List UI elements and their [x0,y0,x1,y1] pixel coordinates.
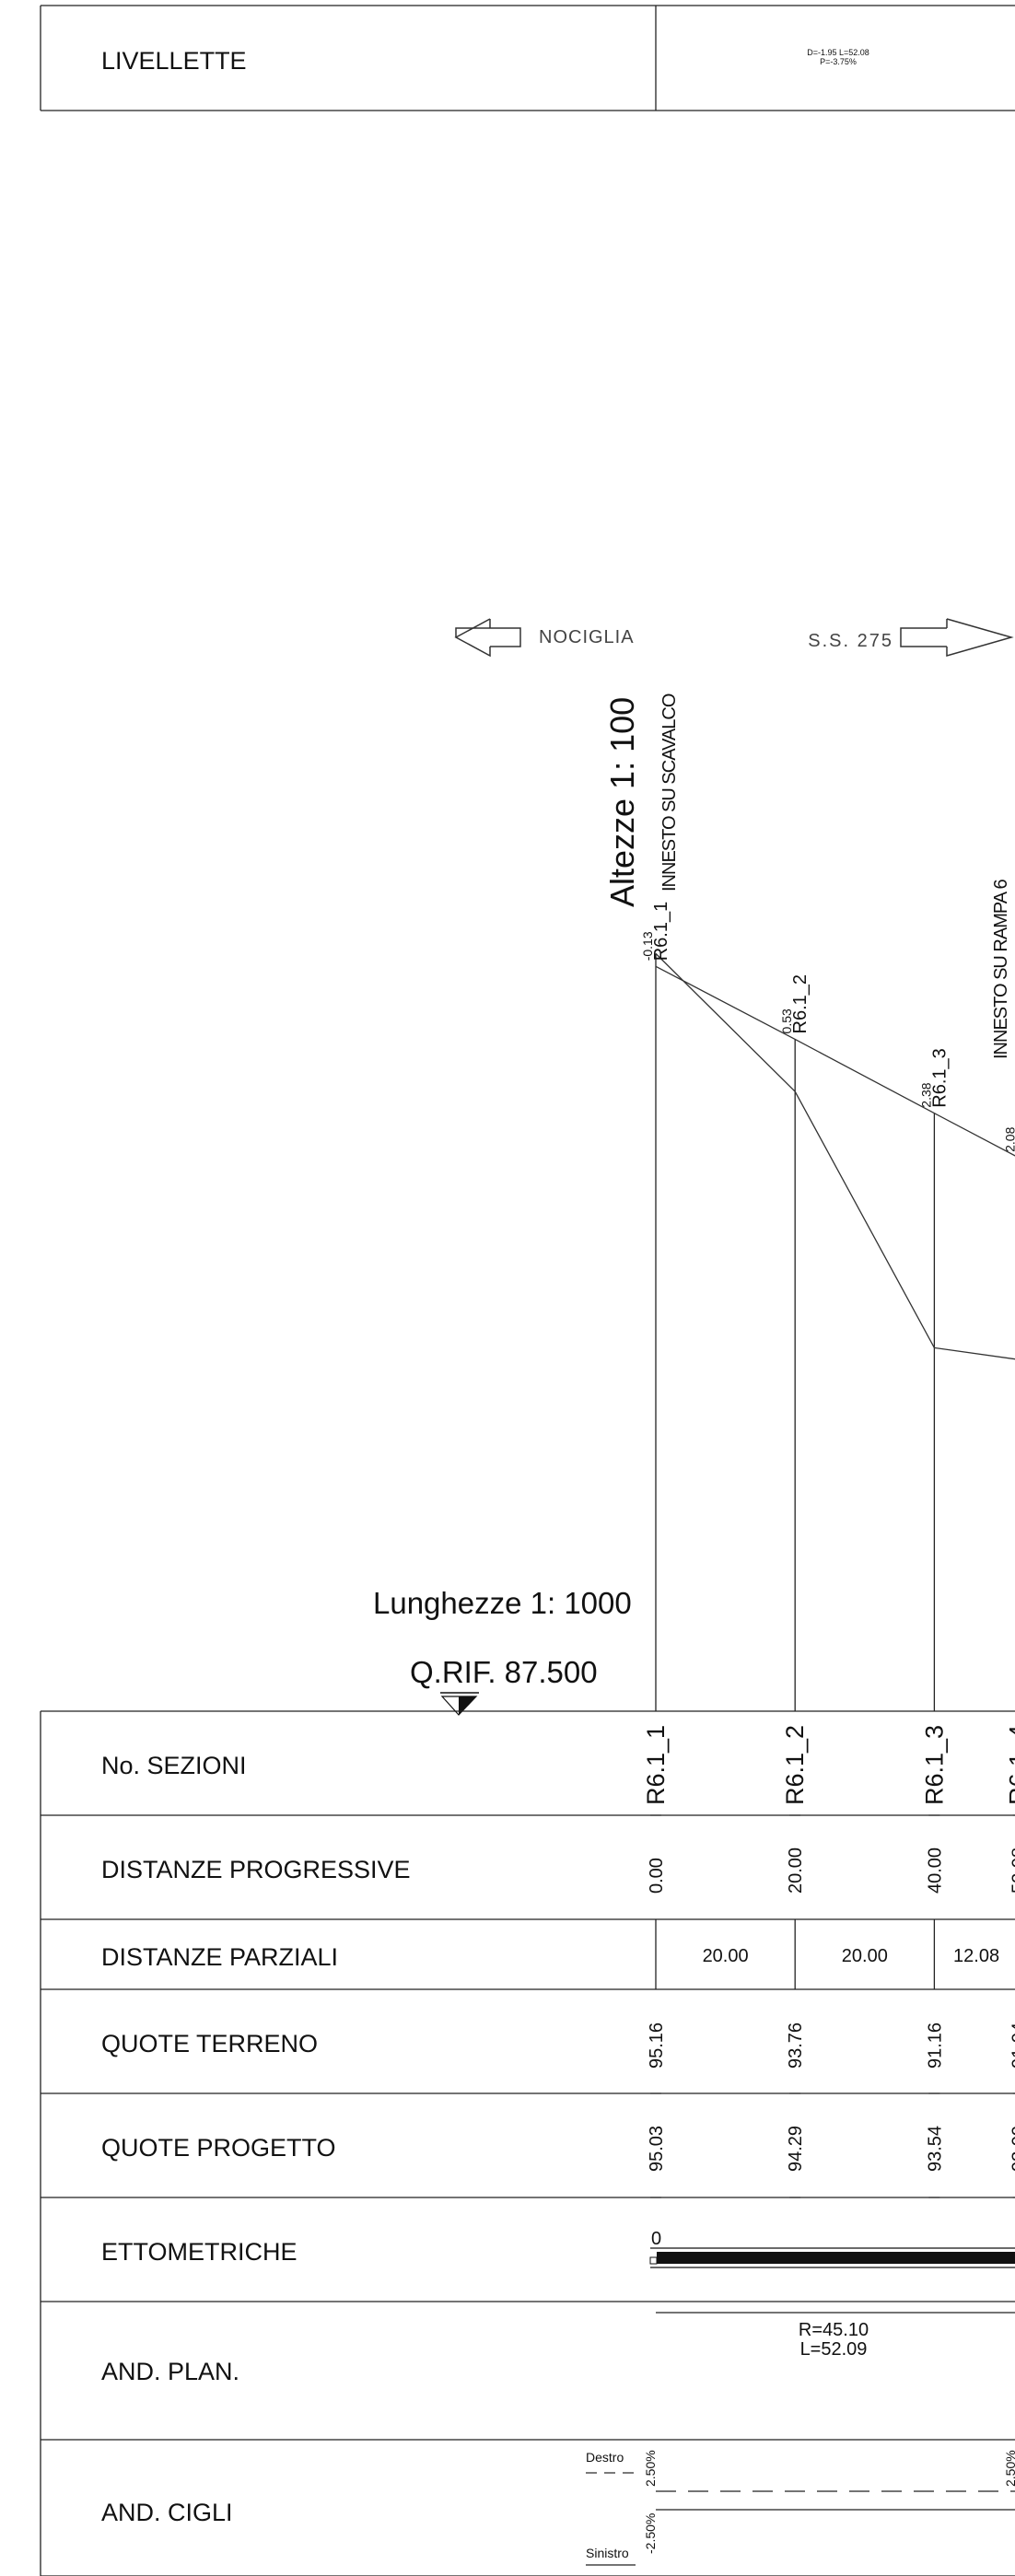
parziale-2: 20.00 [842,1946,888,1966]
row-label-ettometriche: ETTOMETRICHE [101,2238,298,2266]
arrow-left-icon [455,627,521,647]
plan-radius: R=45.10 [799,2320,869,2340]
sezione-R6.1_2: R6.1_2 [781,1725,809,1805]
ettometriche-bar [649,2247,1015,2268]
row-label-terreno: QUOTE TERRENO [101,2030,318,2057]
direction-left-label: NOCIGLIA [539,627,635,647]
lengths-scale-label: Lunghezze 1: 1000 [373,1586,632,1620]
cigli-sinistro-label: Sinistro [586,2546,629,2560]
terreno-R6.1_3: 91.16 [925,2022,945,2069]
ground-profile-line [655,952,1015,1360]
sezione-R6.1_4: R6.1_4 [1005,1725,1015,1805]
terreno-R6.1_2: 93.76 [786,2022,806,2069]
profile-section-R6.1_4: R6.1_4 [1014,1092,1015,1152]
livellette-segment-p: P=-3.75% [820,57,857,66]
profile-delta-R6.1_2: 0.53 [779,1008,794,1033]
reference-marker-icon [440,1692,479,1716]
progetto-R6.1_1: 95.03 [647,2126,667,2172]
cigli-sinistro-start: -2.50% [643,2513,658,2554]
progetto-R6.1_2: 94.29 [786,2126,806,2172]
profile-delta-R6.1_1: -0.13 [640,931,655,961]
sezione-R6.1_1: R6.1_1 [642,1725,670,1805]
row-label-sezioni: No. SEZIONI [101,1752,247,1779]
row-label-parziali: DISTANZE PARZIALI [101,1943,338,1971]
sezione-R6.1_3: R6.1_3 [920,1725,948,1805]
data-table-cells: R6.1_1 0.00 95.16 95.03 R6.1_2 20.00 93.76 94.2… [642,1725,1015,2198]
parziale-1: 20.00 [703,1946,749,1966]
progressive-R6.1_2: 20.00 [786,1847,806,1894]
direction-right-label: S.S. 275 [808,631,893,651]
annotation-start: INNESTO SU SCAVALCO [659,694,680,892]
cigli-destro-end: 2.50% [1003,2450,1015,2487]
progetto-R6.1_3: 93.54 [925,2126,945,2172]
profile-section-R6.1_3: R6.1_3 [929,1048,950,1108]
progressive-R6.1_4: 52.08 [1009,1847,1015,1894]
row-label-plan: AND. PLAN. [101,2358,239,2385]
profile-section-R6.1_2: R6.1_2 [790,974,811,1034]
cigli-destro-start: 2.50% [643,2450,658,2487]
livellette-segment-dl: D=-1.95 L=52.08 [807,48,869,57]
heights-scale-label: Altezze 1: 100 [603,697,641,907]
terreno-R6.1_1: 95.16 [647,2022,667,2069]
terreno-R6.1_4: 91.04 [1009,2022,1015,2069]
progressive-R6.1_3: 40.00 [925,1847,945,1894]
livellette-table [40,5,1015,111]
cigli-destro-label: Destro [586,2450,624,2465]
arrow-left-head [454,618,491,658]
row-label-progetto: QUOTE PROGETTO [101,2134,336,2162]
parziale-3: 12.08 [953,1946,999,1966]
profile-section-R6.1_1: R6.1_1 [651,902,671,962]
arrow-right-icon [900,618,1014,657]
row-label-progressive: DISTANZE PROGRESSIVE [101,1856,411,1883]
profile-delta-R6.1_3: 2.38 [918,1082,933,1107]
reference-level-label: Q.RIF. 87.500 [410,1655,598,1689]
data-table-grid [40,1710,1015,2576]
plan-length: L=52.09 [800,2339,868,2360]
livellette-label: LIVELLETTE [101,47,247,75]
design-profile-line [655,965,1015,1157]
profile-delta-R6.1_4: 2.08 [1003,1126,1015,1151]
annotation-end: INNESTO SU RAMPA 6 [991,879,1011,1059]
progressive-R6.1_1: 0.00 [647,1858,667,1894]
progetto-R6.1_4: 93.09 [1009,2126,1015,2172]
ettometriche-start-label: 0 [651,2229,661,2249]
row-label-cigli: AND. CIGLI [101,2499,233,2526]
